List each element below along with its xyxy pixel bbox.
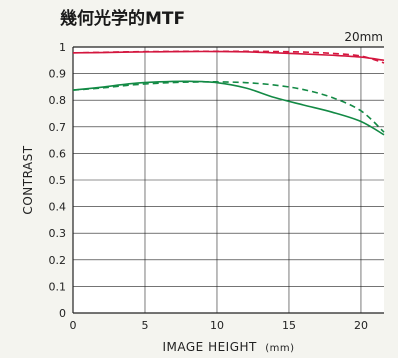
y-tick-label: 0.5 [49,174,67,187]
mtf-series-line-2 [72,50,385,64]
x-tick-label: 15 [282,319,296,332]
x-tick-label: 5 [141,319,148,332]
tick-labels: 00.10.20.30.40.50.60.70.80.910 5 10 15 20 [49,41,368,332]
x-tick-label: 0 [70,319,77,332]
y-axis-label: CONTRAST [21,145,35,214]
x-tick-label: 20 [354,319,368,332]
focal-length-annotation: 20mm [344,30,383,44]
mtf-series-line-4 [72,81,385,133]
y-tick-label: 0.4 [49,201,67,214]
x-axis-label: IMAGE HEIGHT (mm) [162,340,294,354]
y-tick-label: 0.3 [49,227,67,240]
y-tick-label: 0.9 [49,68,67,81]
y-tick-label: 0 [59,307,66,320]
chart-title: 幾何光学的MTF [60,8,185,29]
grid-layer [72,46,384,314]
x-axis-label-text: IMAGE HEIGHT [162,340,257,354]
y-tick-label: 1 [59,41,66,54]
y-tick-label: 0.6 [49,147,67,160]
y-tick-label: 0.1 [49,280,67,293]
x-tick-label: 10 [210,319,224,332]
x-axis-unit: (mm) [265,343,294,354]
y-tick-label: 0.7 [49,121,67,134]
y-tick-label: 0.8 [49,94,67,107]
mtf-series-line-3 [72,80,385,136]
series-layer [72,50,385,136]
y-tick-label: 0.2 [49,254,67,267]
